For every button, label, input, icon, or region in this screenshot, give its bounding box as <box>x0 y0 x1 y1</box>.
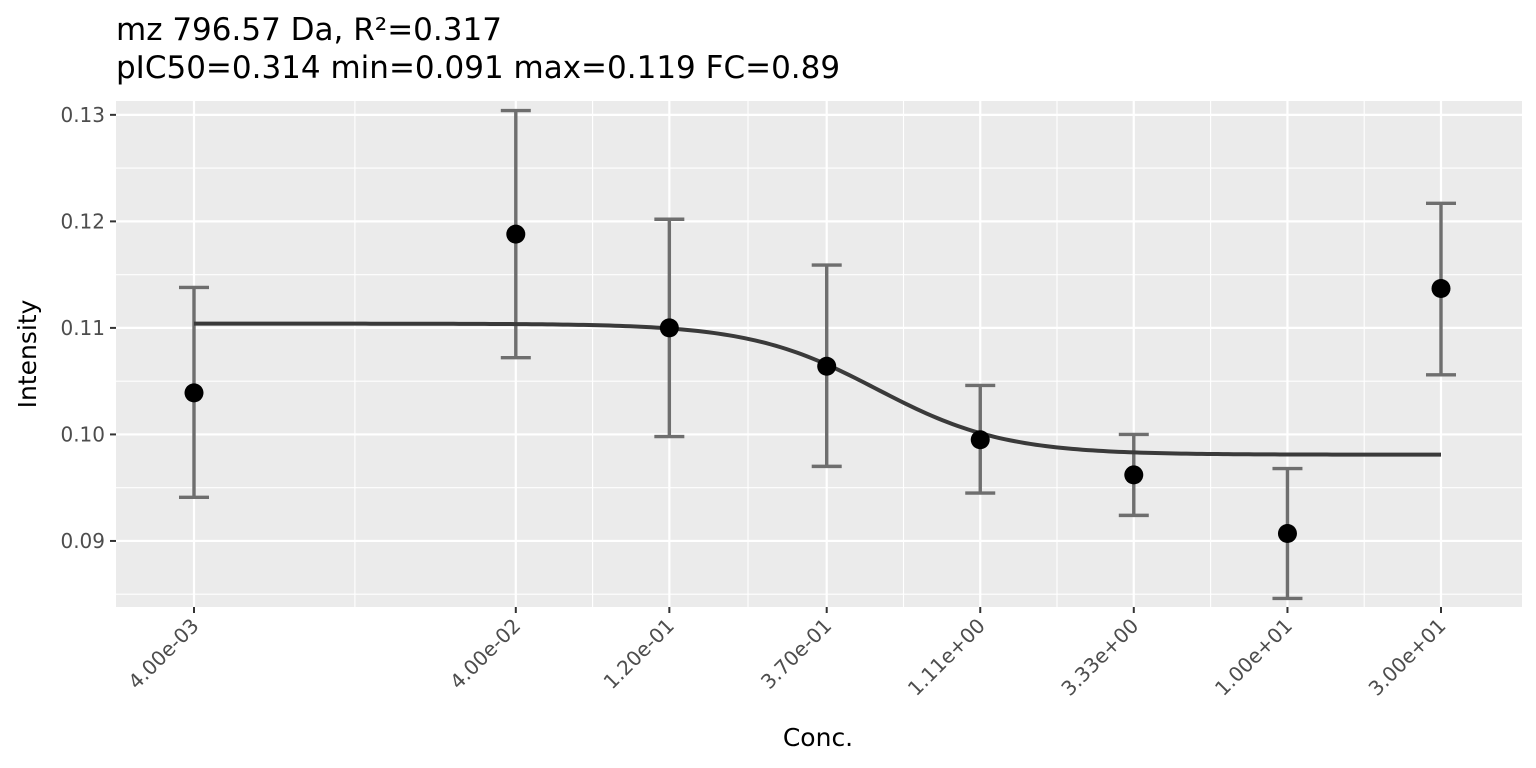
x-tick-label: 3.00e+01 <box>1364 614 1451 701</box>
x-tick-label: 4.00e-03 <box>123 614 203 694</box>
data-point <box>1277 523 1297 543</box>
x-axis: 4.00e-03 4.00e-02 1.20e-01 3.70e-01 1.11e+00… <box>123 607 1451 701</box>
y-tick-label: 0.10 <box>60 422 105 446</box>
x-axis-title: Conc. <box>783 723 853 752</box>
y-axis: 0.09 0.10 0.11 0.12 0.13 <box>60 103 116 553</box>
fit-curve <box>194 321 1441 457</box>
plot-panel <box>116 101 1522 607</box>
chart-title: mz 796.57 Da, R²=0.317 <box>116 12 502 48</box>
data-point <box>970 430 990 450</box>
x-tick-label: 1.11e+00 <box>903 614 990 701</box>
x-tick-label: 4.00e-02 <box>445 614 525 694</box>
data-point <box>506 224 526 244</box>
data-point <box>1431 278 1451 298</box>
y-tick-label: 0.13 <box>60 103 105 127</box>
y-axis-title: Intensity <box>13 299 42 408</box>
y-tick-label: 0.09 <box>60 529 105 553</box>
x-tick-label: 1.00e+01 <box>1210 614 1297 701</box>
x-tick-label: 1.20e-01 <box>599 614 679 694</box>
y-tick-label: 0.11 <box>60 316 105 340</box>
data-point <box>659 318 679 338</box>
data-points <box>184 224 1451 543</box>
data-point <box>817 356 837 376</box>
x-tick-label: 3.70e-01 <box>756 614 836 694</box>
x-tick-label: 3.33e+00 <box>1056 614 1143 701</box>
y-tick-label: 0.12 <box>60 209 105 233</box>
data-point <box>184 383 204 403</box>
chart-subtitle: pIC50=0.314 min=0.091 max=0.119 FC=0.89 <box>116 50 840 86</box>
data-point <box>1124 465 1144 485</box>
